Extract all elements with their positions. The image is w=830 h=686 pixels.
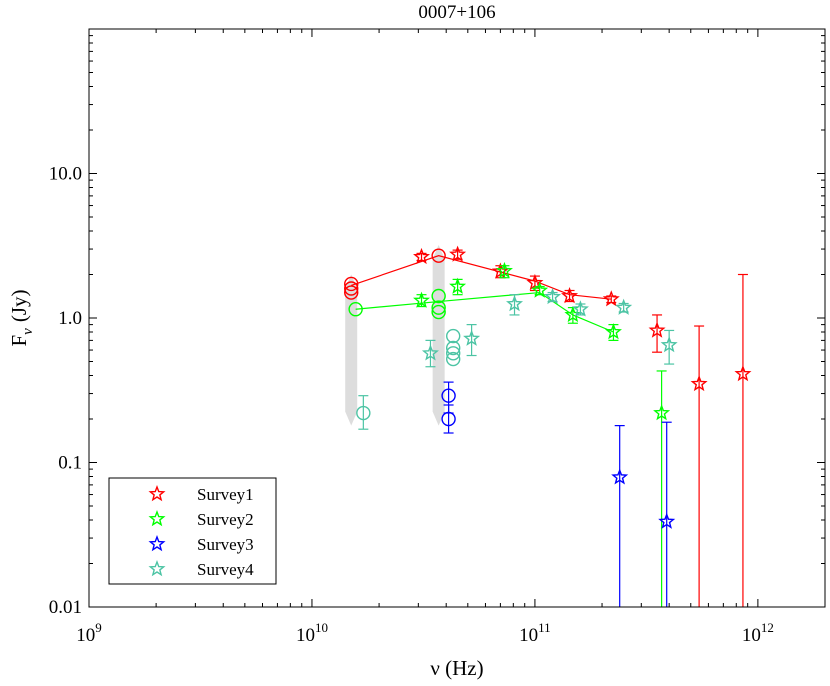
x-tick-exponent: 9 <box>95 620 102 635</box>
series-survey2 <box>348 261 671 607</box>
circle-point <box>431 288 446 304</box>
plot-frame <box>88 28 826 608</box>
x-tick-base: 10 <box>519 625 538 646</box>
legend: Survey1 Survey2 Survey3 Survey4 <box>108 477 277 585</box>
star-point <box>449 277 467 294</box>
grey-band <box>345 274 358 426</box>
star-point <box>690 374 708 392</box>
series-survey3 <box>441 381 676 607</box>
star-point <box>658 512 676 529</box>
star-point <box>602 290 620 307</box>
x-tick-exponent: 10 <box>315 620 328 635</box>
star-point <box>495 261 513 279</box>
star-point <box>660 336 678 353</box>
x-tick-base: 10 <box>296 625 315 646</box>
x-tick-label: 1012 <box>742 620 774 646</box>
star-point <box>421 344 439 361</box>
y-axis-label-unit: (Jy) <box>7 289 31 322</box>
circle-point <box>356 405 371 421</box>
series-survey1 <box>344 245 752 607</box>
star-point <box>413 291 431 308</box>
y-axis-label: Fν (Jy) <box>7 289 36 346</box>
circle-point <box>344 281 359 296</box>
series-line <box>351 255 612 300</box>
circle-point <box>431 300 446 315</box>
x-tick-exponent: 12 <box>761 620 774 635</box>
star-point <box>526 273 544 291</box>
y-tick-label: 1.0 <box>58 308 82 329</box>
circle-point <box>344 285 359 300</box>
chart-title: 0007+106 <box>418 2 495 23</box>
star-point <box>604 323 622 340</box>
x-tick-label: 109 <box>76 620 102 646</box>
star-point <box>463 329 481 346</box>
y-tick-label: 0.01 <box>49 597 82 618</box>
legend-marker <box>148 535 166 552</box>
x-tick-base: 10 <box>742 625 761 646</box>
x-tick-label: 1011 <box>519 620 551 646</box>
star-point <box>413 247 431 265</box>
star-point <box>506 295 524 312</box>
circle-point <box>348 302 363 317</box>
legend-marker <box>148 485 166 502</box>
legend-label: Survey4 <box>197 560 254 579</box>
y-axis-label-sub: ν <box>20 328 36 335</box>
circle-point <box>445 346 461 361</box>
circle-point <box>431 248 446 263</box>
star-point <box>615 298 633 315</box>
star-point <box>648 321 666 338</box>
circle-point <box>441 388 456 403</box>
star-point <box>449 245 467 262</box>
star-point <box>531 281 549 298</box>
circle-point <box>441 411 456 427</box>
x-tick-label: 1010 <box>296 620 328 646</box>
data-layer <box>344 245 752 607</box>
star-point <box>611 468 629 485</box>
legend-label: Survey2 <box>197 510 254 529</box>
legend-label: Survey1 <box>197 485 254 504</box>
series-survey4 <box>356 287 678 430</box>
circle-point <box>431 304 446 320</box>
circle-point <box>344 276 359 292</box>
legend-box <box>108 477 277 585</box>
legend-marker <box>148 560 166 577</box>
grey-bands <box>345 245 445 426</box>
star-point <box>734 364 752 382</box>
star-point <box>544 287 562 305</box>
circle-point <box>445 351 461 367</box>
x-axis-label: ν (Hz) <box>430 656 483 680</box>
y-tick-label: 10.0 <box>49 164 82 185</box>
circle-point <box>445 340 461 356</box>
y-tick-label: 0.1 <box>58 453 82 474</box>
circle-point <box>445 328 461 344</box>
legend-label: Survey3 <box>197 535 254 554</box>
star-point <box>564 305 582 323</box>
x-tick-exponent: 11 <box>538 620 551 635</box>
y-axis-label-main: F <box>7 335 31 347</box>
star-point <box>561 287 579 304</box>
legend-marker <box>148 510 166 527</box>
star-point <box>571 300 589 317</box>
star-point <box>653 404 671 421</box>
x-tick-base: 10 <box>76 625 95 646</box>
svg-text:Fν(Jy): Fν (Jy) <box>7 289 36 346</box>
